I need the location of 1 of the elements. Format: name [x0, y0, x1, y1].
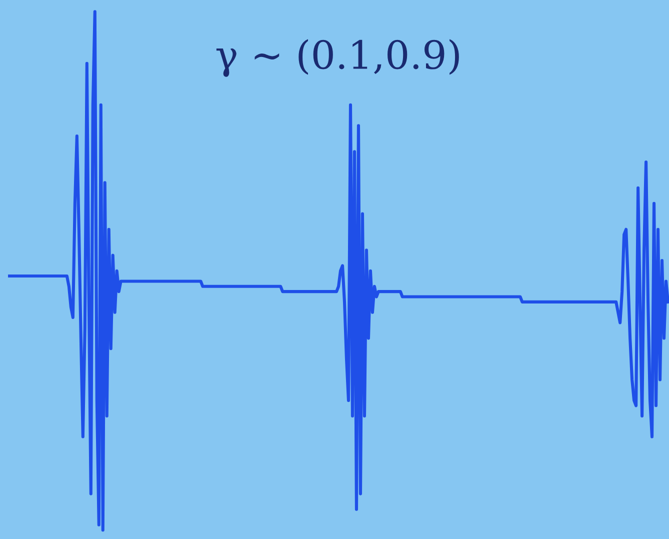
text: γ ∼ (0.1,0.9): [216, 39, 459, 77]
